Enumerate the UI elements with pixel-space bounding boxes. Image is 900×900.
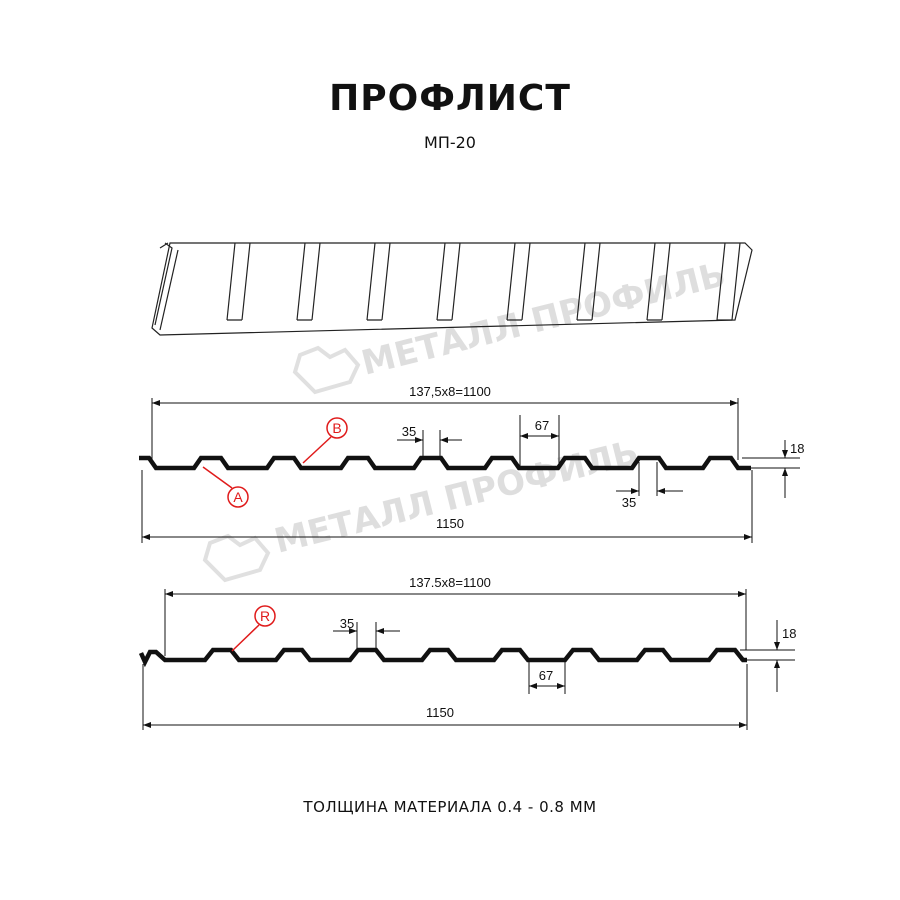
sheet-3d-illustration [151,242,753,336]
watermark-text: МЕТАЛЛ ПРОФИЛЬ [271,433,643,562]
dim-label-1100: 137,5x8=1100 [409,384,491,399]
dim-label-35-bottom: 35 [622,495,636,510]
dim-label-1150: 1150 [436,516,464,531]
logo-icon [292,345,361,395]
material-thickness-note: ТОЛЩИНА МАТЕРИАЛА 0.4 - 0.8 ММ [303,798,597,816]
dim-label-18: 18 [782,626,796,641]
callout-a: A [233,489,243,505]
callout-r-circle [254,605,276,627]
watermark-2: МЕТАЛЛ ПРОФИЛЬ [202,433,643,583]
sheet-rib [716,242,741,321]
sheet-rib [576,242,601,321]
profile-bottom: 137.5x8=1100 1150 35 67 18 R [138,575,796,730]
dim-label-35: 35 [340,616,354,631]
callout-a-circle [227,486,249,508]
sheet-rib [226,242,251,321]
sheet-rib [506,242,531,321]
page-title: ПРОФЛИСТ [329,78,571,119]
dim-label-1150: 1150 [426,705,454,720]
profile-bottom-shape [138,647,747,668]
callout-b-circle [326,417,348,439]
sheet-rib [296,242,321,321]
callout-b: B [332,420,341,436]
watermark-text: МЕТАЛЛ ПРОФИЛЬ [358,255,730,384]
dim-label-67: 67 [535,418,549,433]
callout-r: R [260,608,270,624]
sheet-rib [366,242,391,321]
profile-top: 137,5x8=1100 1150 35 67 35 18 B A [139,384,804,543]
watermark-1: МЕТАЛЛ ПРОФИЛЬ [292,255,730,395]
sheet-rib [436,242,461,321]
sheet-rib [646,242,671,321]
dim-label-67: 67 [539,668,553,683]
dim-label-18: 18 [790,441,804,456]
profile-top-shape [139,455,751,471]
dim-label-1100: 137.5x8=1100 [409,575,491,590]
model-subtitle: МП-20 [424,133,476,152]
dim-label-35-top: 35 [402,424,416,439]
logo-icon [202,533,271,583]
